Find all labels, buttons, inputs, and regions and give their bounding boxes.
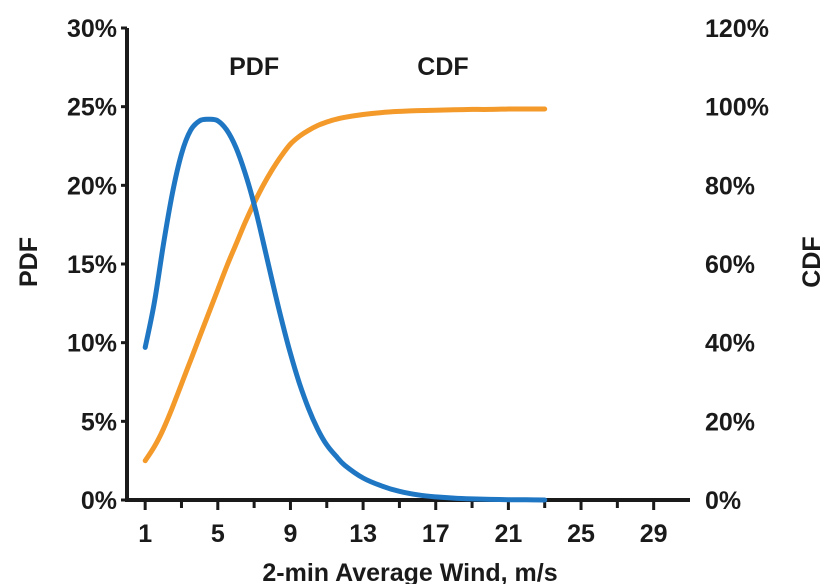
x-tick-label: 5 bbox=[211, 520, 225, 548]
x-tick-label: 17 bbox=[422, 520, 450, 548]
x-tick-label: 9 bbox=[283, 520, 297, 548]
y-right-axis-title: CDF bbox=[798, 236, 826, 287]
y-left-tick-label: 15% bbox=[67, 251, 117, 279]
y-left-tick-label: 10% bbox=[67, 330, 117, 358]
y-right-tick-label: 40% bbox=[705, 330, 755, 358]
y-left-tick-label: 30% bbox=[67, 15, 117, 43]
tick-labels: 0% 5% 10% 15% 20% 25% 30% 0% 20% 40% 60% 80% 100% 120… bbox=[67, 15, 769, 548]
y-left-tick-label: 0% bbox=[81, 487, 117, 515]
y-right-tick-label: 60% bbox=[705, 251, 755, 279]
x-tick-label: 21 bbox=[494, 520, 522, 548]
y-left-tick-label: 5% bbox=[81, 408, 117, 436]
axes bbox=[121, 26, 690, 510]
y-left-tick-label: 20% bbox=[67, 172, 117, 200]
series-line-cdf bbox=[142, 106, 548, 464]
series-label-cdf: CDF bbox=[417, 53, 468, 81]
series-line-pdf bbox=[142, 116, 548, 503]
x-tick-label: 13 bbox=[349, 520, 377, 548]
chart-labels: 2-min Average Wind, m/s PDF CDF PDF CDF bbox=[15, 53, 826, 584]
y-right-tick-label: 80% bbox=[705, 172, 755, 200]
y-right-tick-label: 120% bbox=[705, 15, 769, 43]
y-left-axis-title: PDF bbox=[15, 237, 43, 287]
y-right-tick-label: 0% bbox=[705, 487, 741, 515]
x-tick-label: 25 bbox=[567, 520, 595, 548]
x-tick-label: 1 bbox=[138, 520, 152, 548]
series-lines bbox=[142, 106, 548, 503]
y-right-tick-label: 100% bbox=[705, 94, 769, 122]
y-left-tick-label: 25% bbox=[67, 94, 117, 122]
x-axis-title: 2-min Average Wind, m/s bbox=[262, 559, 557, 584]
series-label-pdf: PDF bbox=[229, 53, 279, 81]
x-tick-label: 29 bbox=[640, 520, 668, 548]
y-right-tick-label: 20% bbox=[705, 408, 755, 436]
